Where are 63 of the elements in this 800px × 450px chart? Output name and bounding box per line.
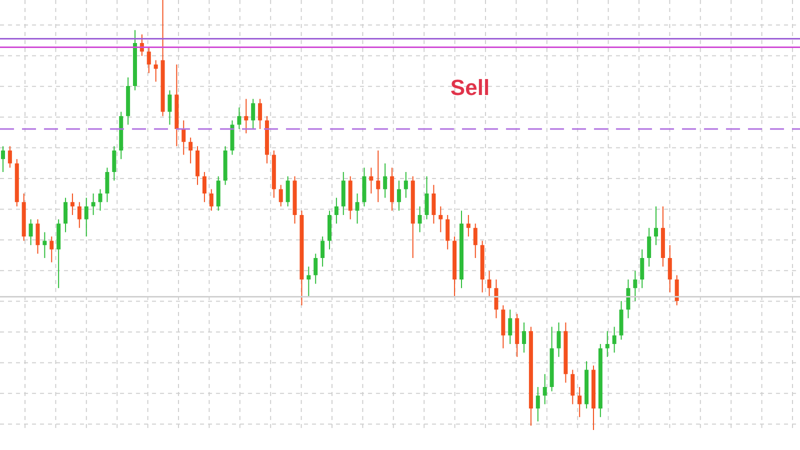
candlestick xyxy=(244,98,248,134)
candlestick xyxy=(314,253,318,284)
candlestick xyxy=(168,90,172,126)
candlestick xyxy=(50,236,54,263)
candlestick xyxy=(182,120,186,156)
candlestick xyxy=(438,206,443,233)
candlestick xyxy=(258,98,262,130)
candlestick xyxy=(487,270,492,298)
candlestick xyxy=(578,386,582,418)
candlestick xyxy=(536,386,540,422)
candlestick xyxy=(146,46,151,74)
candlestick xyxy=(154,60,158,82)
candlestick xyxy=(494,279,498,319)
candlestick xyxy=(278,184,283,207)
candlestick xyxy=(473,223,478,258)
candlestick xyxy=(418,206,422,233)
candlestick xyxy=(522,322,526,354)
candlestick xyxy=(633,270,638,302)
candlestick xyxy=(432,184,436,224)
candlestick xyxy=(112,146,116,182)
candlestick xyxy=(383,162,388,198)
candlestick xyxy=(334,197,338,224)
candlestick xyxy=(209,188,214,212)
candlestick xyxy=(251,98,256,130)
annotation: Sell xyxy=(450,75,490,100)
candlestick xyxy=(70,193,74,216)
candlestick xyxy=(556,322,561,358)
candlestick xyxy=(376,150,380,203)
candlestick xyxy=(36,218,40,254)
candlestick xyxy=(668,244,672,293)
candlestick xyxy=(237,107,242,130)
candlestick xyxy=(98,188,102,212)
candlestick xyxy=(542,374,547,405)
candlestick xyxy=(355,193,360,224)
candlestick xyxy=(424,176,429,220)
candlestick xyxy=(612,326,616,354)
candlestick xyxy=(105,167,110,203)
candlestick xyxy=(306,266,311,298)
candlestick xyxy=(654,206,658,246)
candlestick xyxy=(570,369,575,405)
candlestick xyxy=(42,232,47,258)
candlestick xyxy=(286,176,290,207)
candlestick xyxy=(647,227,652,268)
candlestick xyxy=(640,248,644,289)
candlestick xyxy=(320,236,325,268)
candlestick xyxy=(91,193,96,216)
candlestick xyxy=(28,218,33,246)
candlestick xyxy=(674,274,679,306)
candlestick xyxy=(446,214,450,250)
candlestick xyxy=(202,172,206,203)
candlestick xyxy=(396,180,401,212)
candlestick xyxy=(626,279,630,319)
candlestick xyxy=(77,202,82,228)
candlestick xyxy=(508,309,512,344)
candlestick xyxy=(188,137,193,164)
candlestick xyxy=(466,214,470,237)
candlestick xyxy=(84,197,88,237)
candlestick xyxy=(605,330,610,358)
candlestick xyxy=(8,146,12,168)
candlestick xyxy=(1,146,5,172)
candlestick xyxy=(404,172,408,198)
candlestick xyxy=(64,197,68,233)
candlestick xyxy=(369,167,374,194)
